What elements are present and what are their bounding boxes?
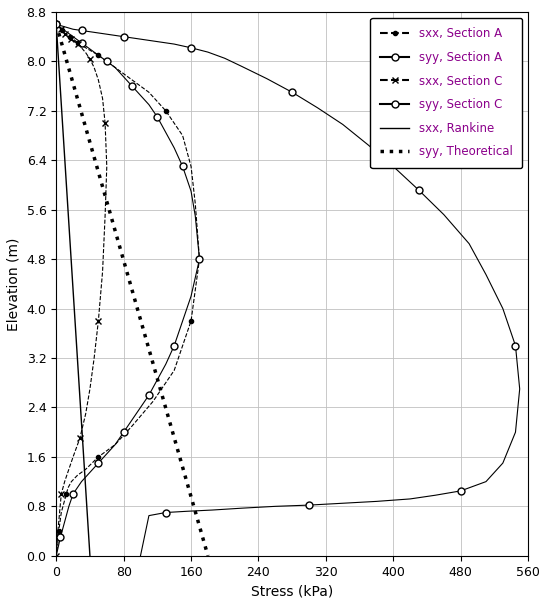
X-axis label: Stress (kPa): Stress (kPa) <box>251 584 333 598</box>
Legend: sxx, Section A, syy, Section A, sxx, Section C, syy, Section C, sxx, Rankine, sy: sxx, Section A, syy, Section A, sxx, Sec… <box>370 18 522 168</box>
Y-axis label: Elevation (m): Elevation (m) <box>7 237 21 330</box>
